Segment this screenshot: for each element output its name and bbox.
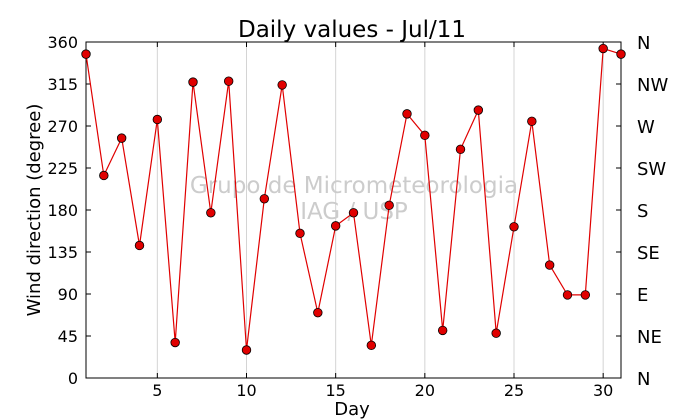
direction-label: N bbox=[637, 33, 650, 54]
y-tick-label: 315 bbox=[47, 75, 78, 94]
data-point-day-20 bbox=[420, 130, 430, 141]
grid-lines bbox=[156, 42, 604, 378]
y-tick-label: 0 bbox=[68, 369, 78, 388]
series-layer bbox=[81, 43, 626, 355]
data-point-day-12 bbox=[277, 80, 287, 90]
data-point-day-21 bbox=[437, 325, 448, 336]
direction-label: S bbox=[637, 201, 648, 222]
chart-title: Daily values - Jul/11 bbox=[238, 17, 466, 43]
data-point-day-19 bbox=[402, 109, 412, 119]
data-point-day-29 bbox=[580, 290, 591, 300]
data-point-day-24 bbox=[491, 328, 501, 338]
data-point-day-22 bbox=[455, 144, 466, 155]
x-tick-label: 25 bbox=[504, 381, 524, 400]
watermark-line-0: Grupo de Micrometeorologia bbox=[190, 173, 518, 199]
data-point-day-27 bbox=[544, 260, 555, 270]
direction-label: SW bbox=[637, 159, 666, 180]
y-tick-label: 180 bbox=[47, 201, 78, 220]
direction-label: NW bbox=[637, 75, 668, 96]
data-point-day-5 bbox=[152, 114, 163, 125]
y-tick-label: 360 bbox=[47, 33, 78, 52]
axis-ticks: 5 10 15 20 25 30 0 45 90 135 180 225 270 315 360 N NE E SE… bbox=[47, 33, 668, 400]
data-point-day-25 bbox=[509, 222, 519, 232]
x-tick-label: 5 bbox=[152, 381, 162, 400]
y-tick-label: 225 bbox=[47, 159, 78, 178]
data-point-day-30 bbox=[598, 43, 608, 54]
y-tick-label: 270 bbox=[47, 117, 78, 136]
y-tick-label: 135 bbox=[47, 243, 78, 262]
data-point-day-13 bbox=[295, 228, 305, 239]
direction-label: SE bbox=[637, 243, 660, 264]
data-point-day-6 bbox=[170, 337, 180, 348]
data-point-day-26 bbox=[527, 116, 537, 127]
data-point-day-1 bbox=[81, 49, 91, 59]
data-point-day-8 bbox=[206, 208, 216, 218]
x-tick-label: 10 bbox=[236, 381, 256, 400]
direction-label: W bbox=[637, 117, 655, 138]
direction-label: NE bbox=[637, 327, 662, 348]
data-point-day-4 bbox=[134, 240, 145, 251]
data-point-day-31 bbox=[616, 49, 626, 59]
x-tick-label: 15 bbox=[325, 381, 345, 400]
x-tick-label: 20 bbox=[415, 381, 435, 400]
data-point-day-23 bbox=[473, 105, 484, 115]
data-point-day-28 bbox=[562, 290, 573, 300]
data-point-day-7 bbox=[188, 77, 198, 87]
data-point-day-14 bbox=[313, 307, 323, 318]
y-axis-label: Wind direction (degree) bbox=[24, 104, 45, 317]
y-tick-label: 90 bbox=[58, 285, 78, 304]
data-point-day-2 bbox=[99, 170, 109, 181]
data-point-day-17 bbox=[366, 340, 377, 351]
data-point-day-15 bbox=[330, 221, 341, 231]
data-point-day-11 bbox=[259, 194, 270, 204]
y-tick-label: 45 bbox=[58, 327, 78, 346]
data-point-day-18 bbox=[384, 200, 394, 211]
data-point-day-10 bbox=[241, 345, 252, 355]
x-axis-label: Day bbox=[334, 399, 370, 420]
data-point-day-3 bbox=[116, 133, 127, 143]
x-tick-label: 30 bbox=[593, 381, 613, 400]
direction-label: N bbox=[637, 369, 650, 390]
data-point-day-16 bbox=[348, 208, 359, 218]
data-point-day-9 bbox=[223, 76, 234, 86]
direction-label: E bbox=[637, 285, 648, 306]
